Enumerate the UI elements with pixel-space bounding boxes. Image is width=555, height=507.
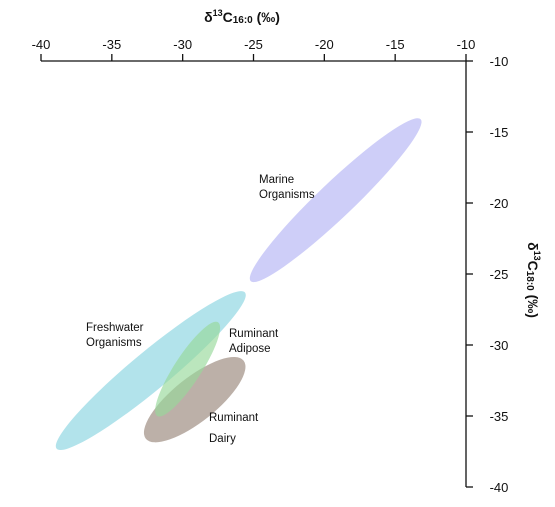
x-axis-title-unit: (‰) [253, 9, 280, 25]
x-tick-label: -20 [315, 37, 334, 52]
x-axis-ticks: -40 -35 -30 -25 -20 -15 -10 [32, 37, 476, 61]
y-axis-title-c: C [525, 261, 541, 271]
y-tick-label: -20 [490, 196, 509, 211]
x-axis-title-sup: 13 [213, 8, 223, 18]
x-axis-title-delta: δ [204, 9, 213, 25]
y-tick-label: -10 [490, 54, 509, 69]
y-axis-title-sub: 18:0 [524, 271, 535, 291]
region-marine [249, 118, 422, 283]
y-axis-ticks: -10 -15 -20 -25 -30 -35 -40 [466, 54, 508, 495]
region-ruminant-adipose [155, 321, 221, 417]
label-ruminant-dairy-line1: Ruminant [209, 412, 259, 424]
y-tick-label: -40 [490, 480, 509, 495]
label-freshwater-line2: Organisms [86, 337, 142, 349]
x-tick-label: -15 [386, 37, 405, 52]
label-ruminant-adipose: Ruminant Adipose [229, 328, 281, 355]
label-ruminant-dairy: Ruminant Dairy [209, 412, 261, 445]
label-ruminant-adipose-line2: Adipose [229, 343, 271, 355]
y-axis-title-unit: (‰) [525, 291, 541, 318]
label-ruminant-dairy-line2: Dairy [209, 433, 236, 445]
y-axis-title-sup: 13 [532, 251, 542, 261]
x-axis-title-c: C [223, 9, 233, 25]
label-ruminant-adipose-line1: Ruminant [229, 328, 279, 340]
label-freshwater-line1: Freshwater [86, 322, 144, 334]
y-tick-label: -30 [490, 338, 509, 353]
x-axis-title: δ13C16:0 (‰) [204, 8, 280, 26]
label-marine: Marine Organisms [259, 174, 315, 201]
y-tick-label: -25 [490, 267, 509, 282]
y-axis-title-delta: δ [525, 242, 541, 251]
x-tick-label: -35 [102, 37, 121, 52]
x-tick-label: -25 [244, 37, 263, 52]
label-marine-line2: Organisms [259, 189, 315, 201]
x-tick-label: -40 [32, 37, 51, 52]
x-tick-label: -30 [173, 37, 192, 52]
label-marine-line1: Marine [259, 174, 294, 186]
region-freshwater [55, 291, 246, 451]
region-labels: Marine Organisms Freshwater Organisms Ru… [86, 174, 315, 445]
y-axis-title: δ13C18:0 (‰) [524, 242, 542, 318]
region-ruminant-dairy [143, 357, 246, 443]
regions-layer [55, 118, 422, 451]
x-axis-title-sub: 16:0 [233, 15, 253, 26]
label-freshwater: Freshwater Organisms [86, 322, 147, 349]
y-tick-label: -35 [490, 409, 509, 424]
x-tick-label: -10 [457, 37, 476, 52]
y-tick-label: -15 [490, 125, 509, 140]
